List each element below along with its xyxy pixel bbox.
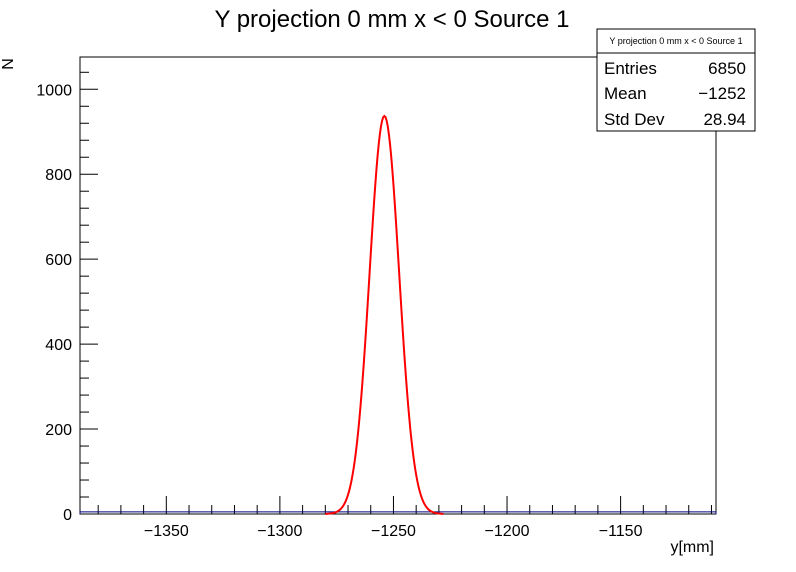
stats-std-value: 28.94 [703,110,746,129]
stats-mean-label: Mean [604,84,647,103]
stats-entries-label: Entries [604,59,657,78]
x-axis-label: y[mm] [670,539,714,556]
x-tick-label: −1200 [485,523,530,540]
stats-entries-value: 6850 [708,59,746,78]
x-tick-label: −1150 [599,523,643,540]
stats-std-label: Std Dev [604,110,665,129]
stats-box: Y projection 0 mm x < 0 Source 1 Entries… [596,28,756,132]
y-tick-label: 1000 [36,82,72,99]
y-tick-label: 200 [45,422,72,439]
y-axis-label: N [0,58,17,70]
y-tick-label: 800 [45,167,72,184]
x-tick-label: −1300 [257,523,302,540]
x-tick-label: −1350 [144,523,189,540]
y-tick-label: 0 [63,507,72,524]
y-axis: 0 200 400 600 800 1000 [36,71,98,524]
stats-title: Y projection 0 mm x < 0 Source 1 [609,36,742,46]
histogram-series [79,511,717,514]
x-axis: −1350 −1300 −1250 −1200 −1150 [97,496,712,540]
stats-mean-value: −1252 [698,84,746,103]
chart-title: Y projection 0 mm x < 0 Source 1 [214,6,569,33]
x-tick-label: −1250 [371,523,416,540]
y-tick-label: 400 [45,337,72,354]
plot-frame [79,56,717,515]
y-tick-label: 600 [45,252,72,269]
stats-box-frame [596,28,756,132]
gaussian-fit-curve [325,114,444,515]
